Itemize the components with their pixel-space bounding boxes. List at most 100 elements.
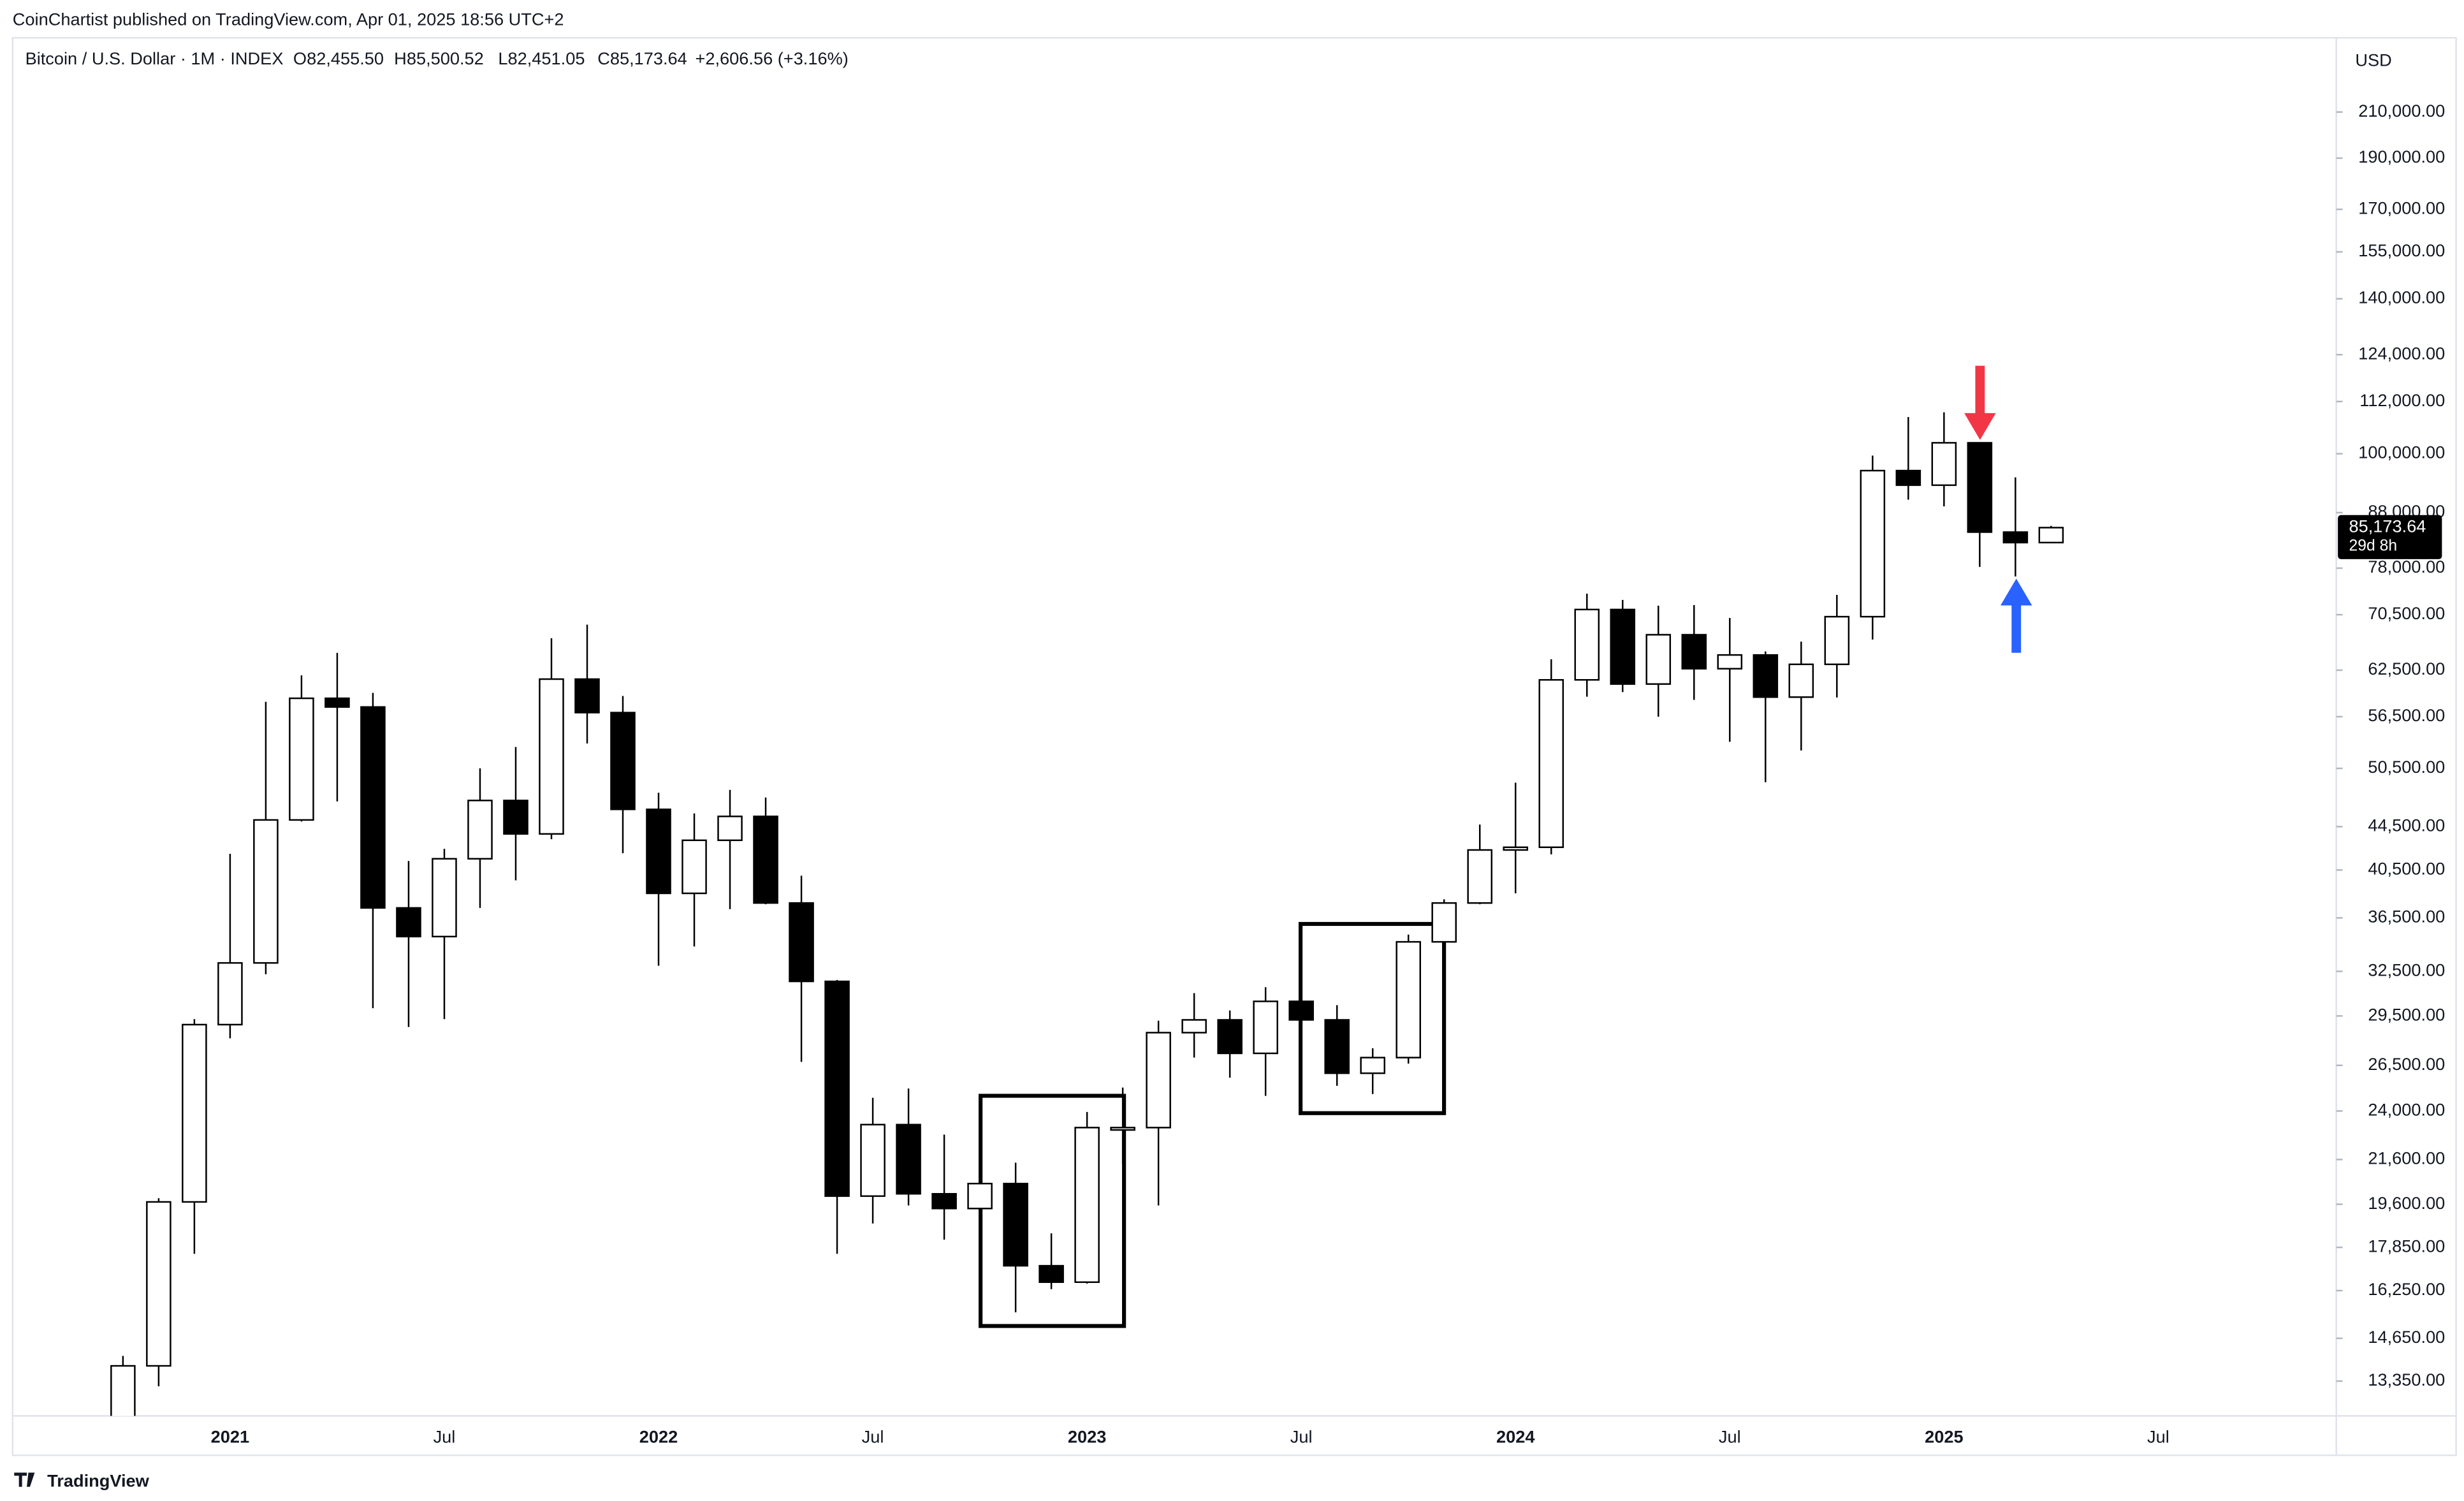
y-tick-label: 190,000.00 <box>2358 147 2445 166</box>
x-tick-label: Jul <box>862 1426 884 1446</box>
candle-body <box>1860 469 1886 618</box>
candle-body <box>396 907 421 938</box>
y-tick-label: 13,350.00 <box>2368 1370 2445 1389</box>
plot <box>110 412 2064 1416</box>
candle-body <box>1003 1182 1028 1267</box>
candle-body <box>146 1201 171 1367</box>
candle-body <box>289 697 314 821</box>
candle-body <box>2038 527 2064 544</box>
candle-body <box>1039 1264 1064 1284</box>
candle-body <box>1074 1127 1100 1284</box>
y-tick-label: 155,000.00 <box>2358 240 2445 260</box>
y-tick-label: 29,500.00 <box>2368 1005 2445 1025</box>
y-tick-label: 40,500.00 <box>2368 859 2445 879</box>
high-label: H85,500.52 <box>394 48 484 68</box>
candle-body <box>646 809 671 895</box>
candle-body <box>1503 846 1529 851</box>
candle-body <box>610 712 636 810</box>
close-label: C85,173.64 <box>597 48 687 68</box>
y-tick-label: 124,000.00 <box>2358 343 2445 363</box>
y-tick-label: 62,500.00 <box>2368 659 2445 678</box>
x-tick-label: 2025 <box>1925 1426 1963 1446</box>
logo <box>14 1472 35 1487</box>
candle-body <box>182 1023 207 1203</box>
candle-body <box>1217 1019 1243 1055</box>
change-label: +2,606.56 (+3.16%) <box>696 48 849 68</box>
y-tick-label: 140,000.00 <box>2358 288 2445 307</box>
publish-note: CoinChartist published on TradingView.co… <box>13 9 564 29</box>
brand: TradingView <box>47 1471 150 1491</box>
candle-body <box>324 697 350 708</box>
candle-body <box>824 980 850 1197</box>
candle-body <box>1181 1019 1207 1034</box>
y-tick-label: 17,850.00 <box>2368 1236 2445 1256</box>
candle-body <box>1788 663 1814 698</box>
y-tick-label: 78,000.00 <box>2368 557 2445 576</box>
candle-body <box>110 1365 136 1416</box>
candle-body <box>1681 634 1707 670</box>
x-tick-label: 2022 <box>639 1426 678 1446</box>
currency[interactable]: USD <box>2355 50 2391 70</box>
x-tick-label: Jul <box>434 1426 456 1446</box>
last-price-box <box>2338 515 2442 559</box>
candle-body <box>360 706 386 909</box>
y-tick-label: 21,600.00 <box>2368 1148 2445 1168</box>
candle-body <box>1574 608 1600 681</box>
x-tick-label: 2023 <box>1068 1426 1106 1446</box>
candle-body <box>1146 1032 1171 1129</box>
y-tick-label: 16,250.00 <box>2368 1279 2445 1299</box>
candle-body <box>1396 941 1421 1058</box>
down-arrow <box>1964 365 1996 440</box>
candle-body <box>1931 442 1957 487</box>
candle-body <box>467 800 493 860</box>
candle-body <box>967 1182 993 1210</box>
candle-body <box>253 819 279 964</box>
candle-body <box>860 1124 886 1197</box>
candle-body <box>1753 654 1779 698</box>
candle-body <box>1610 608 1636 685</box>
candle-body <box>789 902 814 983</box>
candle-body <box>1717 654 1743 670</box>
candle-body <box>1360 1057 1385 1074</box>
candle-body <box>1824 615 1850 666</box>
last-price-label: 85,173.64 <box>2349 516 2426 536</box>
candle-body <box>1253 1000 1278 1055</box>
x-tick-label: Jul <box>1719 1426 1741 1446</box>
chart-frame <box>11 37 2457 1456</box>
candle-body <box>1324 1019 1350 1074</box>
x-tick-label: Jul <box>2147 1426 2169 1446</box>
x-tick-label: 2021 <box>211 1426 249 1446</box>
y-tick-label: 44,500.00 <box>2368 816 2445 835</box>
countdown: 29d 8h <box>2349 538 2397 555</box>
candle-body <box>717 816 743 842</box>
y-tick-label: 19,600.00 <box>2368 1193 2445 1213</box>
candle-body <box>539 678 564 835</box>
candle-body <box>1431 902 1457 943</box>
candle-body <box>896 1124 921 1195</box>
y-tick-label: 210,000.00 <box>2358 101 2445 121</box>
low-label: L82,451.05 <box>498 48 585 68</box>
candle-body <box>432 858 457 938</box>
candle-body <box>217 962 243 1026</box>
candle-body <box>1538 678 1564 848</box>
y-tick-label: 170,000.00 <box>2358 198 2445 217</box>
candle-body <box>1288 1000 1314 1021</box>
candle-body <box>503 800 529 835</box>
y-tick-label: 26,500.00 <box>2368 1054 2445 1074</box>
y-tick-label: 36,500.00 <box>2368 907 2445 926</box>
y-tick-label: 24,000.00 <box>2368 1100 2445 1120</box>
x-tick-label: 2024 <box>1496 1426 1535 1446</box>
y-tick-label: 14,650.00 <box>2368 1327 2445 1347</box>
y-tick-label: 56,500.00 <box>2368 705 2445 725</box>
candle-body <box>753 816 778 904</box>
up-arrow <box>2000 578 2032 653</box>
candle-body <box>1110 1127 1135 1131</box>
y-tick-label: 70,500.00 <box>2368 603 2445 623</box>
candle-body <box>931 1192 957 1210</box>
candle-body <box>1645 634 1672 685</box>
symbol: Bitcoin / U.S. Dollar · 1M · INDEX <box>26 48 284 68</box>
candle-body <box>1967 442 1993 533</box>
open-label: O82,455.50 <box>293 48 384 68</box>
